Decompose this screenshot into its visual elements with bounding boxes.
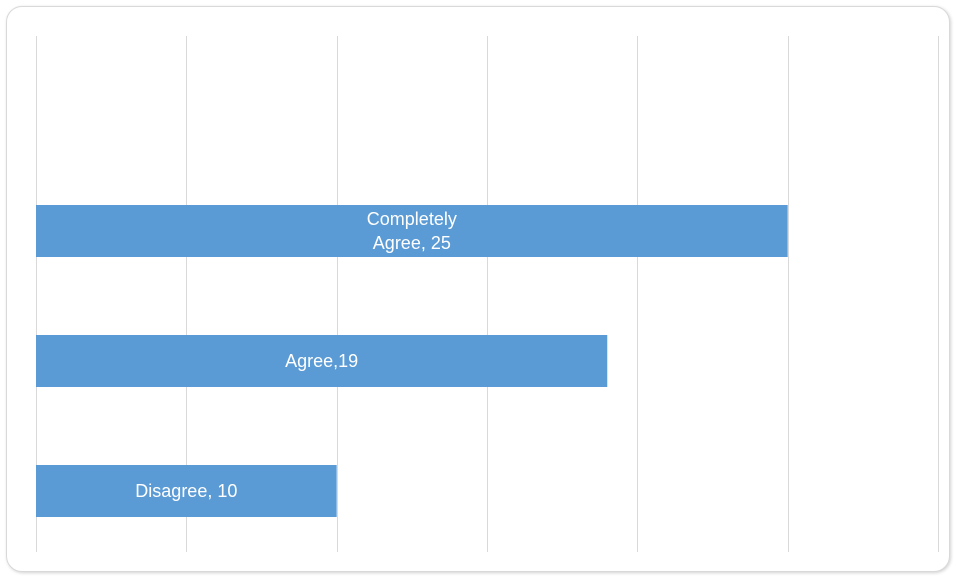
data-labels: Completely Agree, 25 Agree,19 Disagree, 10: [135, 209, 457, 501]
bar-label-1: Agree,19: [285, 351, 358, 371]
bar-1: [36, 335, 608, 387]
bar-0: [36, 205, 788, 257]
bars: [36, 205, 788, 517]
bar-2: [36, 465, 337, 517]
bar-label-2: Disagree, 10: [135, 481, 237, 501]
bar-label-0: Completely Agree, 25: [367, 209, 457, 253]
